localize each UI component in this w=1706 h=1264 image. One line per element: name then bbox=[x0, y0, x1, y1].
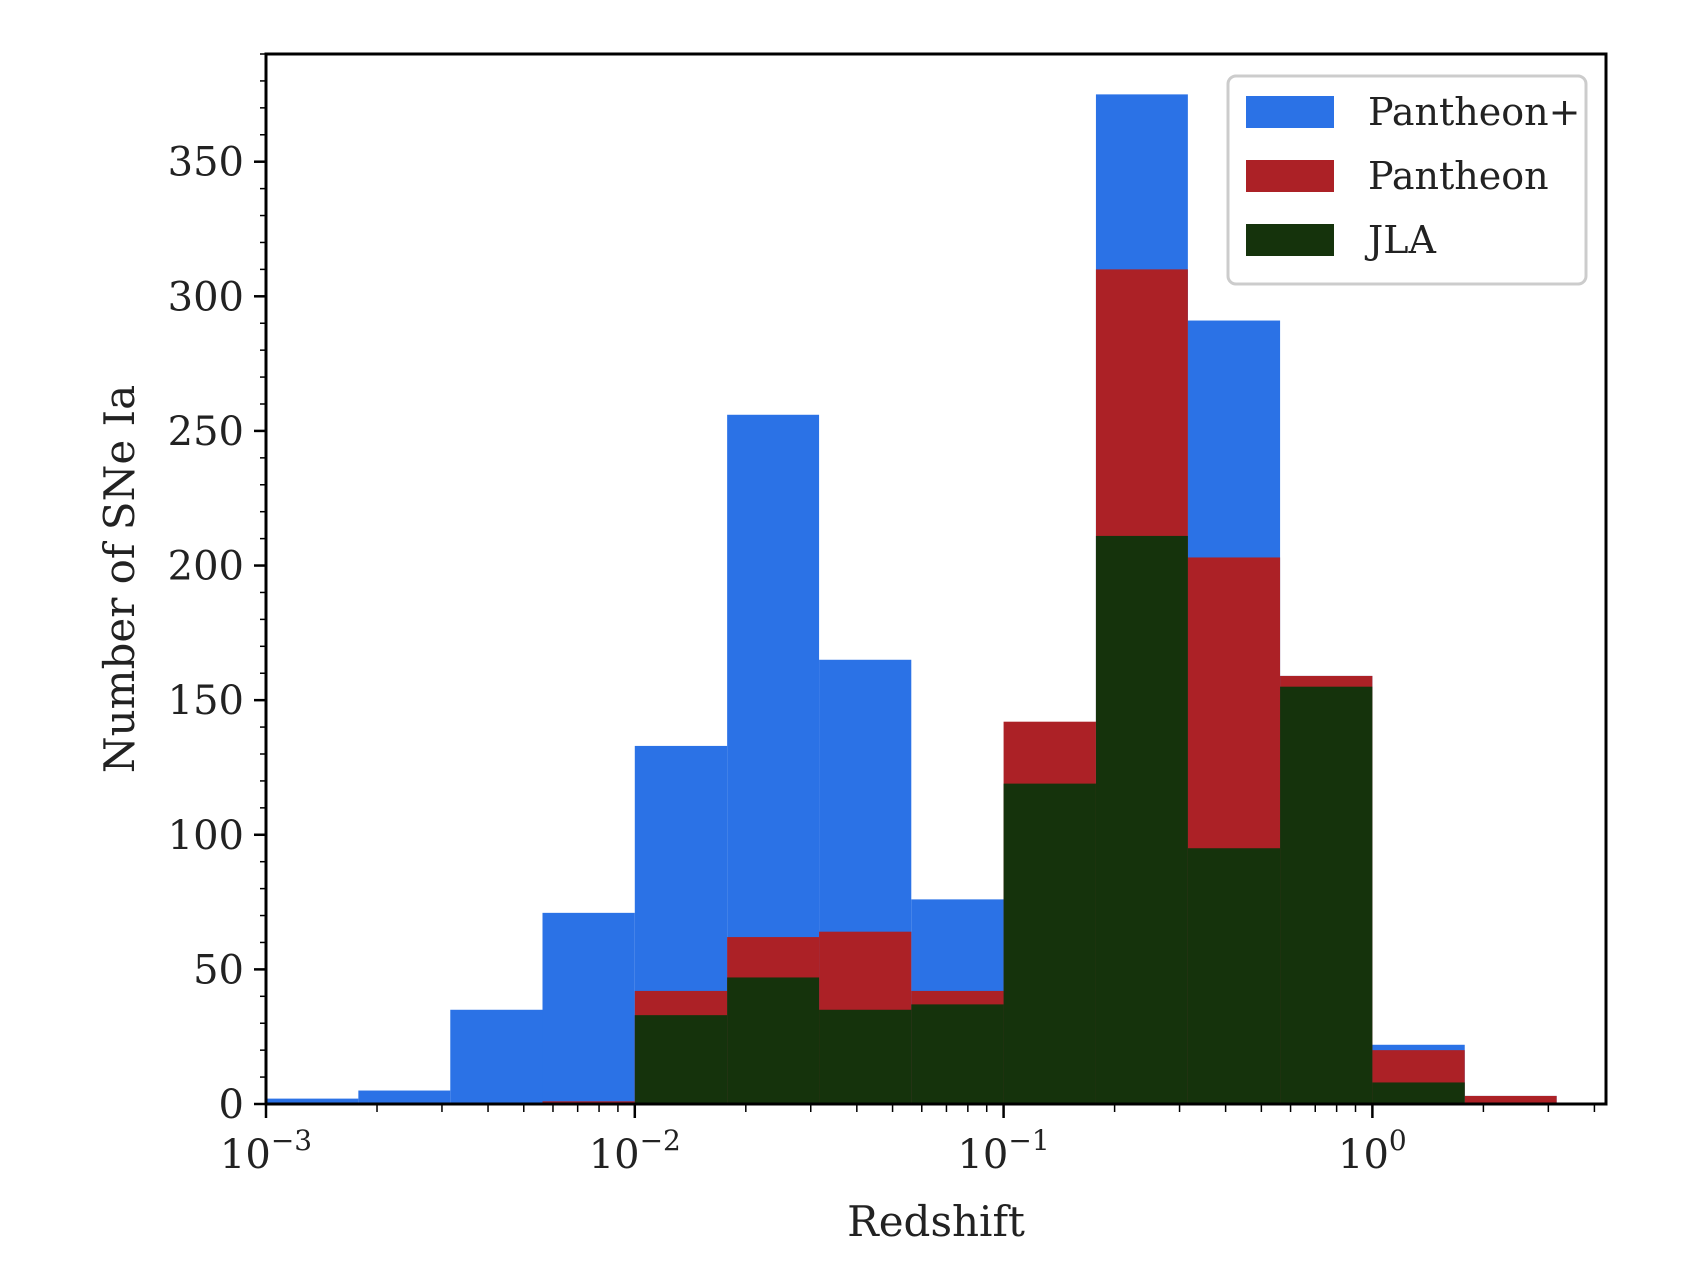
y-tick-label: 300 bbox=[168, 274, 244, 320]
plot-frame bbox=[264, 52, 1608, 1106]
x-tick-label: 10−2 bbox=[589, 1124, 681, 1178]
x-tick-label: 10−1 bbox=[957, 1124, 1049, 1178]
x-tick-label: 100 bbox=[1338, 1124, 1407, 1178]
x-tick-label: 10−3 bbox=[220, 1124, 312, 1178]
y-tick-label: 100 bbox=[168, 813, 244, 859]
y-tick-label: 150 bbox=[168, 678, 244, 724]
legend-label: Pantheon bbox=[1368, 154, 1549, 198]
bar bbox=[1095, 535, 1188, 1104]
y-tick-label: 50 bbox=[193, 947, 244, 993]
legend-swatch bbox=[1246, 160, 1334, 192]
axes: 0 50 100 150 200 250 300 350 10−3 10−2 10−1 100 bbox=[168, 52, 1608, 1178]
bar bbox=[358, 1090, 451, 1104]
legend-swatch bbox=[1246, 224, 1334, 256]
histogram-bars bbox=[266, 94, 1557, 1104]
series-jla bbox=[634, 535, 1465, 1104]
bar bbox=[1372, 1082, 1465, 1104]
legend: Pantheon+ Pantheon JLA bbox=[1226, 74, 1588, 286]
y-tick-label: 0 bbox=[219, 1082, 244, 1128]
bar bbox=[1003, 783, 1096, 1104]
bar bbox=[450, 1009, 543, 1104]
y-tick-label: 200 bbox=[168, 544, 244, 590]
bar bbox=[266, 1098, 359, 1104]
legend-label: Pantheon+ bbox=[1368, 90, 1580, 134]
bar bbox=[819, 1009, 912, 1104]
bar bbox=[727, 977, 820, 1104]
bar bbox=[634, 1015, 728, 1104]
bar bbox=[911, 1004, 1004, 1104]
bar bbox=[1187, 848, 1281, 1104]
bar bbox=[1280, 686, 1373, 1104]
y-tick-label: 250 bbox=[168, 409, 244, 455]
y-axis-label: Number of SNe Ia bbox=[95, 385, 144, 773]
y-tick-label: 350 bbox=[168, 140, 244, 186]
bar bbox=[1464, 1095, 1557, 1104]
bar bbox=[542, 912, 635, 1104]
x-axis-label: Redshift bbox=[847, 1197, 1025, 1246]
legend-swatch bbox=[1246, 96, 1334, 128]
legend-label: JLA bbox=[1364, 218, 1436, 262]
